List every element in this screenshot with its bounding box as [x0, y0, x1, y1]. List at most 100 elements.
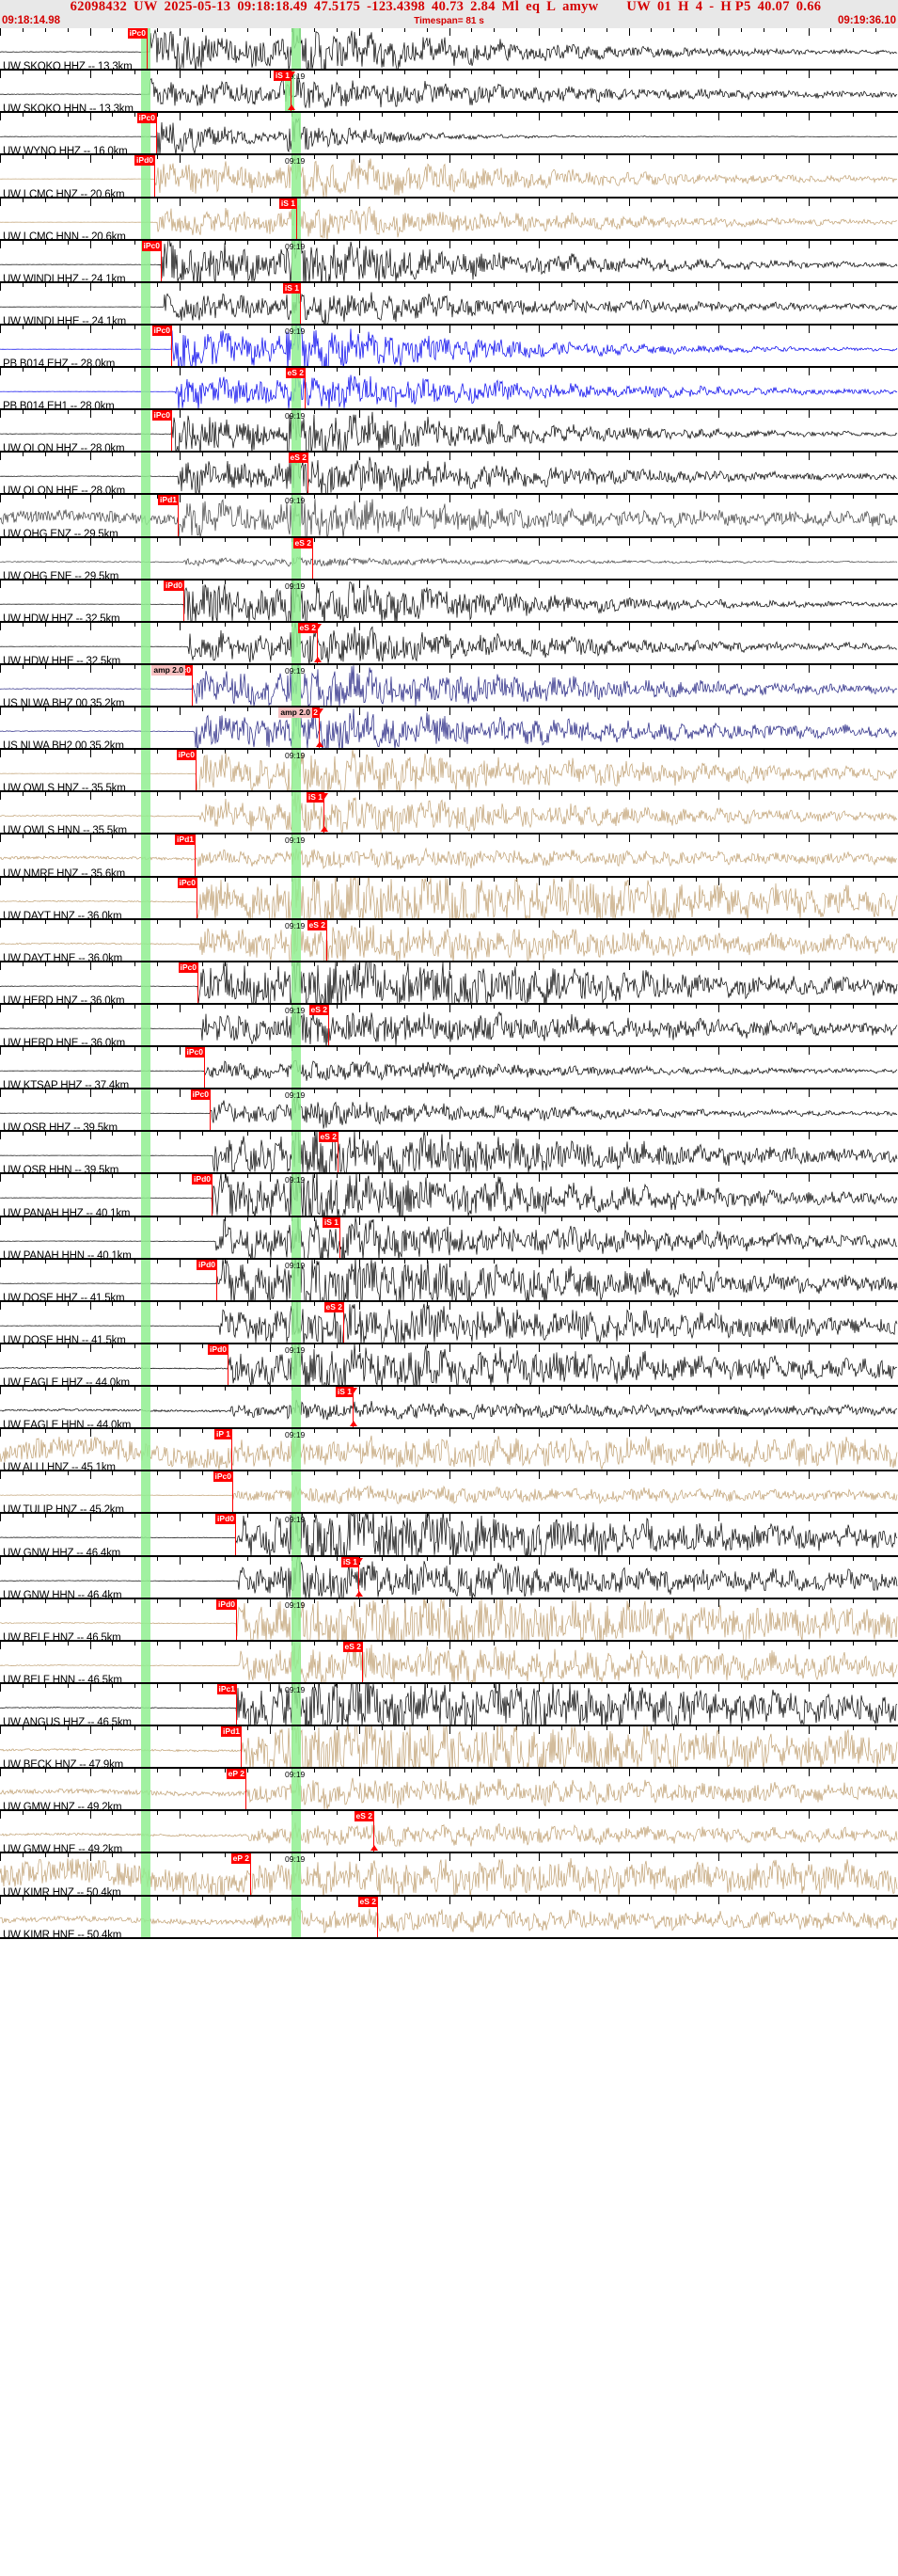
channel-label: UW DAYT HNE -- 36.0km	[3, 952, 123, 962]
trace-row[interactable]: eS 2 09:19 UW HERD HNE -- 36.0km	[0, 1004, 898, 1047]
phase-pick-ipc0[interactable]: iPc0	[0, 28, 148, 70]
phase-pick-es2[interactable]: eS 2	[0, 1132, 339, 1173]
phase-pick-ipd0[interactable]: iPd0	[0, 1344, 228, 1385]
phase-pick-ipd1[interactable]: iPd1	[0, 835, 196, 876]
phase-pick-es2[interactable]: eS 2	[0, 1896, 378, 1937]
phase-pick-ipc0[interactable]: iPc0	[0, 410, 172, 452]
phase-pick-es2[interactable]: eS 2	[0, 1641, 363, 1682]
trace-row[interactable]: iPd0 09:19 UW BELF HNZ -- 46.5km	[0, 1598, 898, 1642]
trace-row[interactable]: iPc0 UW HERD HNZ -- 36.0km	[0, 962, 898, 1005]
phase-pick-es2[interactable]: eS 2	[0, 919, 327, 961]
trace-row[interactable]: iPd0 09:19 UW GNW HHZ -- 46.4km	[0, 1514, 898, 1557]
phase-pick-es2[interactable]: eS 2	[0, 622, 318, 663]
trace-row[interactable]: iPd0 09:19 UW EAGLE HHZ -- 44.0km	[0, 1344, 898, 1387]
phase-pick-ep2[interactable]: eP 2	[0, 1853, 251, 1895]
phase-pick-ipd0[interactable]: iPd0	[0, 1514, 236, 1555]
phase-pick-is1[interactable]: iS 1	[0, 1556, 359, 1598]
phase-pick-ipd0[interactable]: iPd0	[0, 1598, 237, 1640]
trace-row[interactable]: eS 2 UW GMW HNE -- 49.2km	[0, 1811, 898, 1854]
trace-row[interactable]: iP 1 09:19 UW ALLI HNZ -- 45.1km	[0, 1429, 898, 1472]
trace-row[interactable]: iPc0 09:19 UW OLON HHZ -- 28.0km	[0, 410, 898, 453]
trace-row[interactable]: iS 1 UW EAGLE HHN -- 44.0km	[0, 1387, 898, 1430]
phase-pick-es2[interactable]: eS 2	[0, 453, 308, 494]
trace-row[interactable]: iPd0 09:19 UW LCMC HNZ -- 20.6km	[0, 155, 898, 199]
trace-row[interactable]: iPc0 UW DAYT HNZ -- 36.0km	[0, 877, 898, 920]
phase-pick-ipd1[interactable]: iPd1	[0, 495, 179, 536]
pick-marker-down-icon	[350, 1388, 357, 1393]
phase-pick-ipc0[interactable]: iPc0	[0, 1047, 205, 1089]
trace-row[interactable]: iS 1 UW WINDI HHE -- 24.1km	[0, 282, 898, 326]
phase-pick-is1[interactable]: iS 1	[0, 198, 297, 239]
trace-row[interactable]: eS 2 UW DOSE HHN -- 41.5km	[0, 1301, 898, 1344]
phase-pick-ipd0[interactable]: iPd0	[0, 1259, 217, 1300]
time-axis-ticks	[0, 835, 898, 843]
phase-pick-es2[interactable]: eS 2	[0, 1004, 329, 1045]
phase-pick-stem	[362, 1641, 363, 1682]
phase-pick-ipd0[interactable]: iPd0	[0, 1174, 213, 1216]
trace-row[interactable]: iS 1 UW OWLS HNN -- 35.5km	[0, 792, 898, 835]
s-arrival-band	[291, 1471, 301, 1513]
phase-pick-label: iPd1	[221, 1726, 242, 1737]
phase-pick-is1[interactable]: iS 1	[0, 792, 324, 834]
phase-pick-ipc0[interactable]: iPc0	[0, 1089, 211, 1131]
phase-pick-es2[interactable]: eS 2	[0, 1811, 374, 1852]
trace-row[interactable]: iS 1 09:19 UW SKOKO HHN -- 13.3km	[0, 71, 898, 114]
trace-row[interactable]: eS 2 UW BELF HNN -- 46.5km	[0, 1641, 898, 1684]
trace-row[interactable]: iPc0 UW TULIP HNZ -- 45.2km	[0, 1471, 898, 1515]
phase-pick-is1[interactable]: iS 1	[0, 71, 291, 112]
trace-row[interactable]: iPc0 09:19 UW WINDI HHZ -- 24.1km	[0, 240, 898, 283]
trace-row[interactable]: iPc0 09:19 UW OWLS HNZ -- 35.5km	[0, 750, 898, 793]
phase-pick-ipd0[interactable]: iPd0	[0, 155, 155, 197]
phase-pick-ipc0[interactable]: iPc0	[0, 750, 197, 791]
phase-pick-ipc0[interactable]: iPc0	[0, 877, 197, 918]
trace-row[interactable]: iPd0 09:19 UW PANAH HHZ -- 40.1km	[0, 1174, 898, 1217]
phase-pick-stem	[171, 410, 172, 452]
phase-pick-ip1[interactable]: iP 1	[0, 1429, 232, 1471]
phase-pick-ipc0[interactable]: iPc0	[0, 962, 198, 1003]
phase-pick-es2[interactable]: eS 2	[0, 1301, 344, 1343]
phase-pick-ipc0[interactable]: iPc0	[0, 240, 162, 281]
p-arrival-band	[141, 1471, 150, 1513]
s-arrival-band	[291, 1598, 301, 1640]
phase-pick-ipd1[interactable]: iPd1	[0, 1726, 242, 1768]
phase-pick-is1[interactable]: iS 1	[0, 1387, 354, 1428]
channel-label: UW DOSE HHZ -- 41.5km	[3, 1292, 125, 1302]
trace-row[interactable]: iPd0 09:19 UW HDW HHZ -- 32.5km	[0, 580, 898, 623]
p-arrival-band	[141, 1769, 150, 1810]
phase-pick-ipc1[interactable]: iPc1	[0, 1683, 237, 1725]
phase-pick-ipd0[interactable]: iPd0	[0, 580, 184, 621]
phase-pick-is1[interactable]: iS 1	[0, 1216, 340, 1258]
trace-row[interactable]: iPc0 09:19 UW OSR HHZ -- 39.5km	[0, 1089, 898, 1133]
trace-row[interactable]: iS 1 UW GNW HHN -- 46.4km	[0, 1556, 898, 1599]
trace-row[interactable]: iPd1 09:19 UW NMRF HNZ -- 35.6km	[0, 835, 898, 878]
trace-row[interactable]: iPd1 09:19 UW OHG ENZ -- 29.5km	[0, 495, 898, 538]
trace-row[interactable]: eS 2 UW KIMR HNE -- 50.4km	[0, 1896, 898, 1939]
phase-pick-ipc0[interactable]: iPc0	[0, 325, 172, 366]
trace-row[interactable]: iPc1 09:19 UW ANGUS HHZ -- 46.5km	[0, 1683, 898, 1726]
phase-pick-ipc0[interactable]: iPc0	[0, 1471, 233, 1513]
trace-row[interactable]: eP 2 09:19 UW GMW HNZ -- 49.2km	[0, 1769, 898, 1812]
trace-row[interactable]: iS 1 UW PANAH HHN -- 40.1km	[0, 1216, 898, 1260]
trace-row[interactable]: iPc0 UW KTSAP HHZ -- 37.4km	[0, 1047, 898, 1090]
phase-pick-ep2[interactable]: eP 2	[0, 1769, 246, 1810]
trace-row[interactable]: iPc0 UW SKOKO HHZ -- 13.3km	[0, 28, 898, 72]
trace-row[interactable]: iS 1 UW LCMC HNN -- 20.6km	[0, 198, 898, 241]
trace-row[interactable]: iPd0 09:19 UW DOSE HHZ -- 41.5km	[0, 1259, 898, 1302]
phase-pick-ipc0[interactable]: iPc0	[0, 113, 157, 154]
trace-row[interactable]: eS 2 09:19 UW DAYT HNE -- 36.0km	[0, 919, 898, 962]
trace-row[interactable]: eS 2 UW OLON HHE -- 28.0km	[0, 453, 898, 496]
phase-pick-es2[interactable]: eS 2	[0, 537, 313, 579]
trace-row[interactable]: eS 2 PB B014 EH1 -- 28.0km	[0, 368, 898, 411]
phase-pick-es2[interactable]: eS 2	[0, 368, 306, 409]
trace-row[interactable]: eS 2 UW OSR HHN -- 39.5km	[0, 1132, 898, 1175]
trace-row[interactable]: eP 2 09:19 UW KIMR HNZ -- 50.4km	[0, 1853, 898, 1897]
phase-pick-is1[interactable]: iS 1	[0, 282, 301, 324]
trace-row[interactable]: eS 2 UW HDW HHE -- 32.5km	[0, 622, 898, 665]
trace-row[interactable]: iPc0 UW WYNO HHZ -- 16.0km	[0, 113, 898, 156]
trace-row[interactable]: eS 2 UW OHG ENE -- 29.5km	[0, 537, 898, 580]
trace-row[interactable]: iPc0 09:19 PB B014 EHZ -- 28.0km	[0, 325, 898, 368]
channel-label: PB B014 EHZ -- 28.0km	[3, 358, 116, 368]
trace-row[interactable]: iPd1 UW BECK HNZ -- 47.9km	[0, 1726, 898, 1770]
